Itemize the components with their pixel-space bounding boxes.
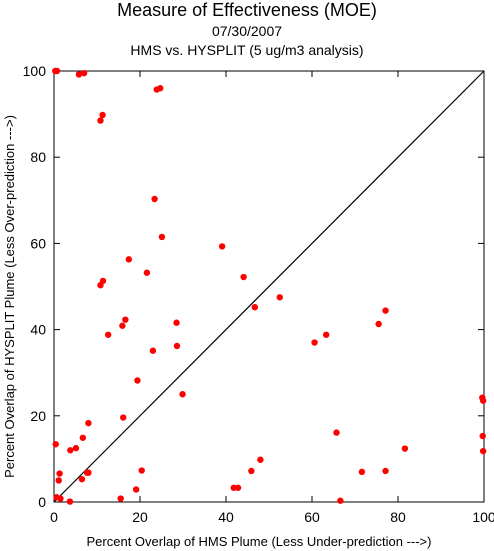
y-tick-label: 80 <box>30 149 46 165</box>
data-point <box>151 195 158 203</box>
x-tick-label: 0 <box>50 509 58 525</box>
data-points <box>52 67 487 505</box>
data-point <box>333 429 340 436</box>
y-tick-label: 20 <box>30 408 46 424</box>
data-point <box>67 447 74 454</box>
tick-labels: 0 20 40 60 80 100 0 20 40 60 80 100 <box>23 63 494 525</box>
data-point <box>125 256 133 263</box>
data-point <box>97 282 104 289</box>
chart-title: Measure of Effectiveness (MOE) <box>117 0 377 20</box>
x-tick-label: 100 <box>472 509 494 525</box>
y-tick-label: 0 <box>38 494 46 510</box>
y-tick-label: 60 <box>30 235 46 251</box>
data-point <box>234 484 242 491</box>
y-tick-label: 100 <box>23 63 47 79</box>
data-point <box>240 273 247 281</box>
data-point <box>358 468 366 476</box>
data-point <box>257 456 264 463</box>
data-point <box>149 347 157 354</box>
x-tick-label: 40 <box>218 509 234 525</box>
x-tick-label: 60 <box>304 509 320 525</box>
data-point <box>66 498 74 505</box>
data-point <box>382 307 389 314</box>
data-point <box>158 233 166 241</box>
data-point <box>57 495 64 502</box>
data-point <box>251 303 259 311</box>
plot-area-frame <box>53 70 485 503</box>
data-point <box>120 414 127 421</box>
data-point <box>56 470 63 477</box>
data-point <box>173 319 180 326</box>
data-point <box>218 243 226 250</box>
data-point <box>276 294 283 301</box>
data-point <box>53 67 61 75</box>
y-tick-label: 40 <box>30 322 46 338</box>
x-axis-label: Percent Overlap of HMS Plume (Less Under… <box>87 534 432 549</box>
data-point <box>157 85 164 92</box>
data-point <box>99 111 106 119</box>
data-point <box>55 477 62 484</box>
data-point <box>375 320 382 328</box>
data-point <box>72 444 80 452</box>
data-point <box>97 117 104 124</box>
data-point <box>134 377 141 384</box>
x-tick-label: 20 <box>132 509 148 525</box>
data-point <box>311 339 318 346</box>
data-point <box>479 447 487 455</box>
y-axis-label: Percent Overlap of HYSPLIT Plume (Less O… <box>2 115 17 478</box>
data-point <box>85 419 92 427</box>
data-point <box>138 467 145 474</box>
data-point <box>83 469 91 476</box>
chart-subtitle: HMS vs. HYSPLIT (5 ug/m3 analysis) <box>130 42 364 58</box>
data-point <box>132 486 140 493</box>
reference-diagonal-line <box>53 70 485 503</box>
data-point <box>119 322 126 329</box>
data-point <box>382 467 389 475</box>
data-point <box>179 391 186 398</box>
data-point <box>337 497 344 504</box>
data-point <box>401 445 409 452</box>
chart-date: 07/30/2007 <box>211 23 283 39</box>
data-point <box>322 331 330 338</box>
data-point <box>52 441 59 448</box>
data-point <box>248 467 255 475</box>
data-point <box>122 316 129 323</box>
x-tick-label: 80 <box>390 509 406 525</box>
data-point <box>143 269 151 276</box>
data-point <box>79 434 87 441</box>
data-point <box>479 397 487 404</box>
data-point <box>117 495 124 502</box>
data-point <box>104 331 112 338</box>
data-point <box>80 69 88 77</box>
data-point <box>173 342 181 350</box>
data-point <box>75 71 83 78</box>
data-point <box>78 475 86 483</box>
data-point <box>479 432 486 440</box>
